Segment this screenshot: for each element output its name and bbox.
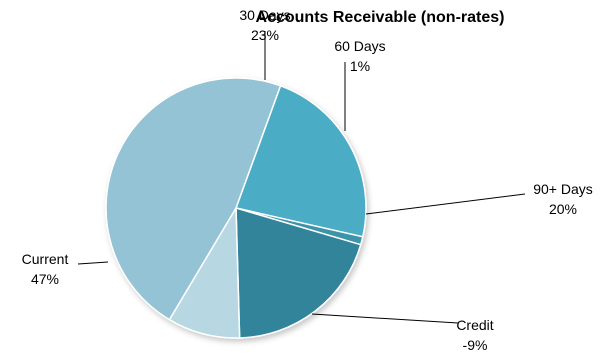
slice-value-30-days: 23% xyxy=(251,27,279,43)
leader-line-credit xyxy=(311,313,459,324)
slice-label-current: Current xyxy=(22,251,69,267)
slice-label-30-days: 30 Days xyxy=(239,7,290,23)
slice-labels: 30 Days 23% 60 Days 1% 90+ Days 20% Credit -9% C… xyxy=(22,7,593,353)
slice-value-60-days: 1% xyxy=(350,58,370,74)
leader-line-current xyxy=(77,261,109,265)
slice-label-90-days: 90+ Days xyxy=(533,181,593,197)
slice-value-current: 47% xyxy=(31,271,59,287)
pie-slices xyxy=(105,77,367,339)
pie-slice-current xyxy=(105,77,282,321)
slice-label-60-days: 60 Days xyxy=(334,38,385,54)
slice-value-90-days: 20% xyxy=(549,201,577,217)
chart-title: Accounts Receivable (non-rates) xyxy=(256,9,505,26)
leader-line-90-days xyxy=(365,193,526,215)
slice-label-credit: Credit xyxy=(456,317,493,333)
pie-slice-30-days xyxy=(235,84,367,238)
pie-slice-90-days xyxy=(235,206,362,339)
leader-lines xyxy=(77,31,526,324)
slice-value-credit: -9% xyxy=(463,337,488,353)
